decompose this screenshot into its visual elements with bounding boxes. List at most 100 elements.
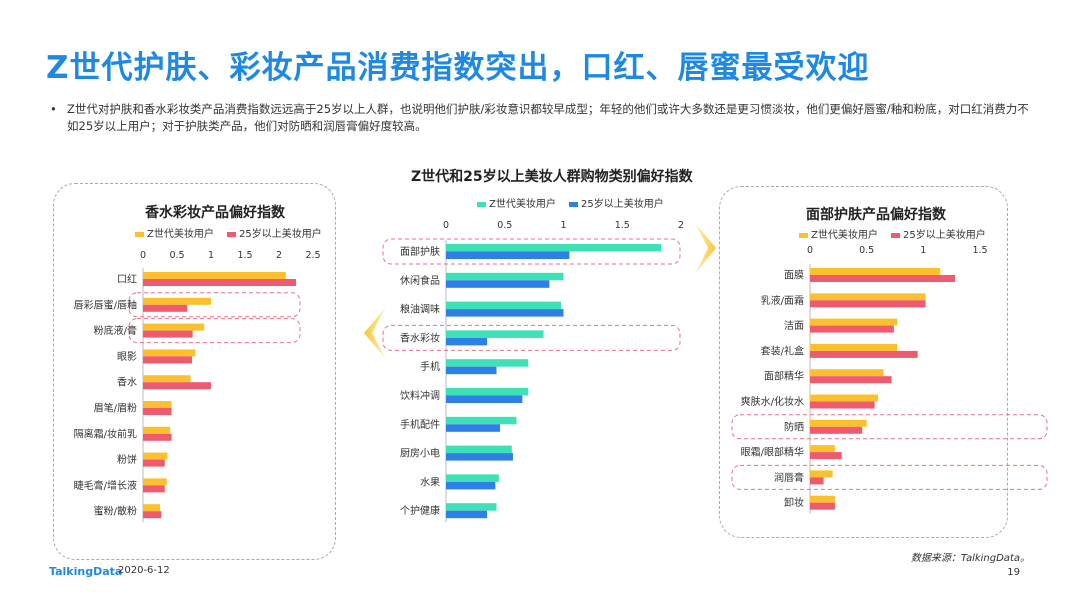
bar xyxy=(446,366,497,375)
bar xyxy=(143,279,296,286)
legend-swatch-over25-center xyxy=(569,201,579,207)
bar xyxy=(810,445,835,453)
highlight-box xyxy=(731,464,1048,490)
page-title: Z世代护肤、彩妆产品消费指数突出，口红、唇蜜最受欢迎 xyxy=(46,50,870,86)
right-arrow-icon xyxy=(695,223,716,274)
left-chart-legend: Z世代美妆用户 25岁以上美妆用户 xyxy=(135,225,332,240)
left-arrow-icon xyxy=(364,307,386,359)
x-tick-label: 1 xyxy=(920,245,926,256)
bar xyxy=(446,481,496,490)
category-label: 个护健康 xyxy=(400,504,440,517)
x-tick-label: 1 xyxy=(208,250,214,261)
category-label: 润唇膏 xyxy=(774,471,804,484)
x-tick-label: 0 xyxy=(443,220,449,231)
category-label: 隔离霜/妆前乳 xyxy=(74,427,137,440)
bar xyxy=(143,459,165,467)
bar xyxy=(810,376,892,384)
x-tick-label: 1 xyxy=(560,220,566,231)
bar xyxy=(143,375,191,383)
category-label: 蜜粉/散粉 xyxy=(94,505,137,518)
bar xyxy=(446,445,512,454)
bar xyxy=(143,272,286,279)
right-chart-panel xyxy=(719,186,1008,538)
bar xyxy=(143,408,172,415)
x-tick-label: 0.5 xyxy=(859,245,874,256)
bar xyxy=(143,382,211,390)
category-label: 爽肤水/化妆水 xyxy=(741,395,804,408)
category-label: 粉饼 xyxy=(117,453,137,466)
category-label: 唇彩唇蜜/唇釉 xyxy=(74,298,137,311)
left-chart-panel xyxy=(53,183,336,560)
highlight-box xyxy=(382,238,681,265)
bar xyxy=(143,401,172,408)
highlight-box xyxy=(128,292,301,318)
brand-logo: TalkingData xyxy=(49,565,123,578)
bar xyxy=(143,433,172,441)
x-tick-label: 0 xyxy=(807,245,813,256)
page-number: 19 xyxy=(1007,567,1020,578)
x-tick-label: 1.5 xyxy=(237,250,252,261)
bar xyxy=(810,343,898,351)
x-tick-label: 1.5 xyxy=(972,245,987,256)
left-chart-title: 香水彩妆产品偏好指数 xyxy=(145,205,285,221)
bar xyxy=(143,349,196,357)
bar xyxy=(143,485,165,493)
bar xyxy=(446,272,564,281)
bar xyxy=(810,419,867,427)
center-chart-legend: Z世代美妆用户 25岁以上美妆用户 xyxy=(477,195,674,210)
category-label: 眼霜/眼部精华 xyxy=(741,446,804,459)
x-tick-label: 0 xyxy=(140,250,146,261)
x-tick-label: 0.5 xyxy=(169,250,184,261)
bar xyxy=(143,330,193,338)
bar xyxy=(446,424,501,432)
category-label: 面膜 xyxy=(784,270,804,282)
category-label: 香水 xyxy=(117,377,137,389)
category-label: 粉底液/膏 xyxy=(94,324,137,337)
bar xyxy=(143,478,167,486)
bar xyxy=(810,275,956,282)
summary-bullet: Z世代对护肤和香水彩妆类产品消费指数远远高于25岁以上人群，也说明他们护肤/彩妆… xyxy=(67,102,1029,133)
legend-label-z-center: Z世代美妆用户 xyxy=(489,199,556,210)
bar xyxy=(446,301,562,310)
bar xyxy=(446,510,488,519)
legend-swatch-over25-right xyxy=(891,232,901,238)
bar xyxy=(446,395,523,403)
bar xyxy=(143,323,205,331)
category-label: 饮料冲调 xyxy=(400,389,440,402)
category-label: 休闲食品 xyxy=(400,274,440,287)
bar xyxy=(810,502,835,510)
bar xyxy=(446,251,570,259)
bar xyxy=(810,394,878,402)
x-tick-label: 2 xyxy=(276,250,282,261)
category-label: 面部护肤 xyxy=(400,245,440,258)
bar xyxy=(810,452,842,460)
bar xyxy=(446,309,564,317)
bar xyxy=(810,470,833,478)
bar xyxy=(810,293,926,301)
bar xyxy=(446,244,662,252)
bar xyxy=(810,495,835,503)
highlight-box xyxy=(382,324,681,351)
bar xyxy=(810,350,918,358)
bar xyxy=(446,359,529,367)
bar xyxy=(810,369,884,377)
category-label: 眉笔/眉粉 xyxy=(94,402,137,415)
category-label: 眼影 xyxy=(117,351,137,363)
bar xyxy=(446,453,513,461)
bar xyxy=(810,477,824,485)
bar xyxy=(810,300,926,308)
bar xyxy=(810,268,941,275)
bar xyxy=(810,325,894,333)
category-label: 水果 xyxy=(420,476,440,488)
bar xyxy=(810,426,863,434)
bar xyxy=(810,401,875,409)
footer-date: 2020-6-12 xyxy=(118,565,170,576)
bar xyxy=(143,304,188,312)
category-label: 防晒 xyxy=(784,420,804,433)
bar xyxy=(446,416,517,425)
data-source: 数据来源：TalkingData。 xyxy=(910,553,1030,564)
bar xyxy=(143,356,192,364)
bar xyxy=(143,511,162,519)
legend-label-z: Z世代美妆用户 xyxy=(147,229,214,240)
